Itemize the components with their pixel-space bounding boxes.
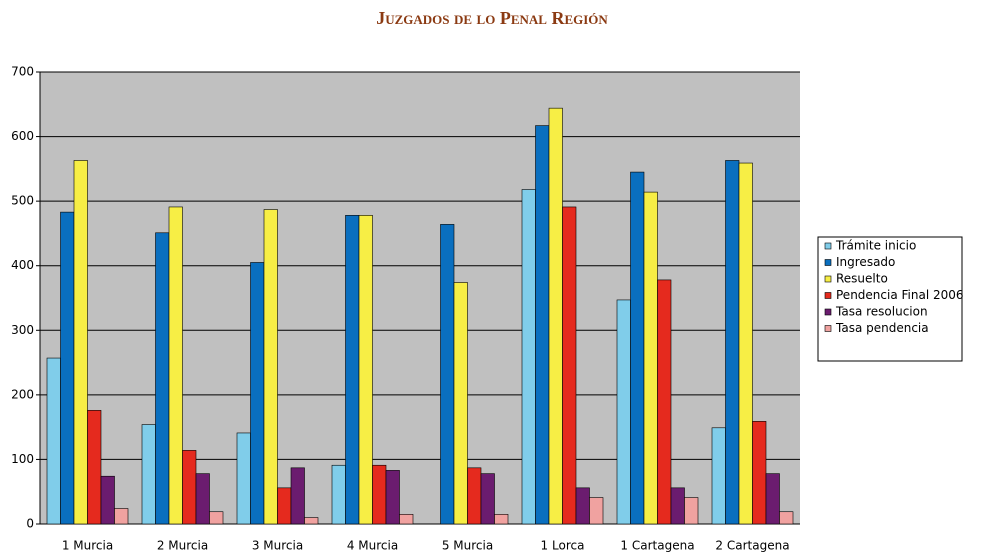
- bar: [725, 160, 740, 525]
- x-tick-label: 2 Murcia: [157, 539, 208, 553]
- bar: [236, 432, 251, 525]
- bar: [670, 487, 685, 525]
- bar: [521, 189, 536, 525]
- bar: [290, 467, 305, 525]
- y-tick-label: 600: [11, 129, 34, 143]
- bar: [684, 497, 699, 525]
- bar: [345, 215, 360, 525]
- bar: [168, 206, 183, 525]
- legend-label: Trámite inicio: [835, 239, 916, 253]
- bar: [765, 473, 780, 525]
- x-tick-label: 5 Murcia: [442, 539, 493, 553]
- bar: [100, 475, 115, 525]
- legend-swatch: [824, 325, 832, 332]
- x-tick-label: 1 Murcia: [62, 539, 113, 553]
- bar: [250, 262, 265, 525]
- bar: [657, 279, 672, 525]
- x-tick-label: 4 Murcia: [347, 539, 398, 553]
- legend-swatch: [824, 259, 832, 266]
- bar: [480, 473, 495, 525]
- bar: [304, 517, 319, 525]
- bar: [711, 427, 726, 525]
- bar: [494, 514, 509, 525]
- bar: [589, 497, 604, 525]
- bar: [467, 467, 482, 525]
- legend-label: Tasa resolucion: [835, 305, 928, 319]
- bar: [155, 232, 170, 525]
- bar: [630, 171, 645, 525]
- x-tick-label: 3 Murcia: [252, 539, 303, 553]
- bar: [358, 215, 373, 525]
- y-tick-label: 300: [11, 323, 34, 337]
- bar: [453, 282, 468, 525]
- bar: [263, 209, 278, 525]
- y-tick-label: 400: [11, 258, 34, 272]
- bar: [575, 487, 590, 525]
- bar: [779, 511, 794, 525]
- bar: [277, 487, 292, 525]
- bar: [399, 514, 414, 525]
- bar: [616, 299, 631, 525]
- bar: [372, 464, 387, 525]
- y-tick-label: 100: [11, 452, 34, 466]
- legend-label: Pendencia Final 2006: [836, 288, 964, 302]
- legend-swatch: [824, 275, 832, 283]
- bar: [114, 508, 129, 525]
- bar: [209, 511, 224, 525]
- legend-label: Resuelto: [836, 272, 888, 286]
- bar: [752, 421, 767, 525]
- bar: [141, 424, 156, 525]
- legend-swatch: [824, 308, 832, 316]
- bar: [535, 125, 550, 525]
- bar: [331, 464, 346, 525]
- legend-label: Ingresado: [836, 255, 895, 269]
- y-tick-label: 0: [26, 517, 34, 531]
- x-tick-label: 2 Cartagena: [715, 539, 789, 553]
- y-tick-label: 200: [11, 387, 34, 401]
- bar: [87, 410, 102, 525]
- chart-title: Juzgados de lo Penal Región: [376, 8, 608, 28]
- legend-swatch: [824, 292, 832, 299]
- bar: [73, 160, 88, 525]
- bar: [440, 224, 455, 525]
- bar: [195, 473, 210, 525]
- bar: [643, 191, 658, 525]
- bar: [738, 162, 753, 525]
- y-tick-label: 500: [11, 194, 34, 208]
- legend-label: Tasa pendencia: [835, 321, 929, 335]
- bar: [46, 357, 61, 525]
- legend: [817, 236, 963, 362]
- bar: [562, 206, 577, 525]
- y-tick-label: 700: [11, 65, 34, 79]
- bar: [548, 107, 563, 525]
- bar: [60, 211, 75, 525]
- legend-swatch: [824, 242, 832, 250]
- bar: [182, 450, 197, 525]
- x-tick-label: 1 Lorca: [541, 539, 585, 553]
- x-tick-label: 1 Cartagena: [620, 539, 694, 553]
- bar: [385, 470, 400, 525]
